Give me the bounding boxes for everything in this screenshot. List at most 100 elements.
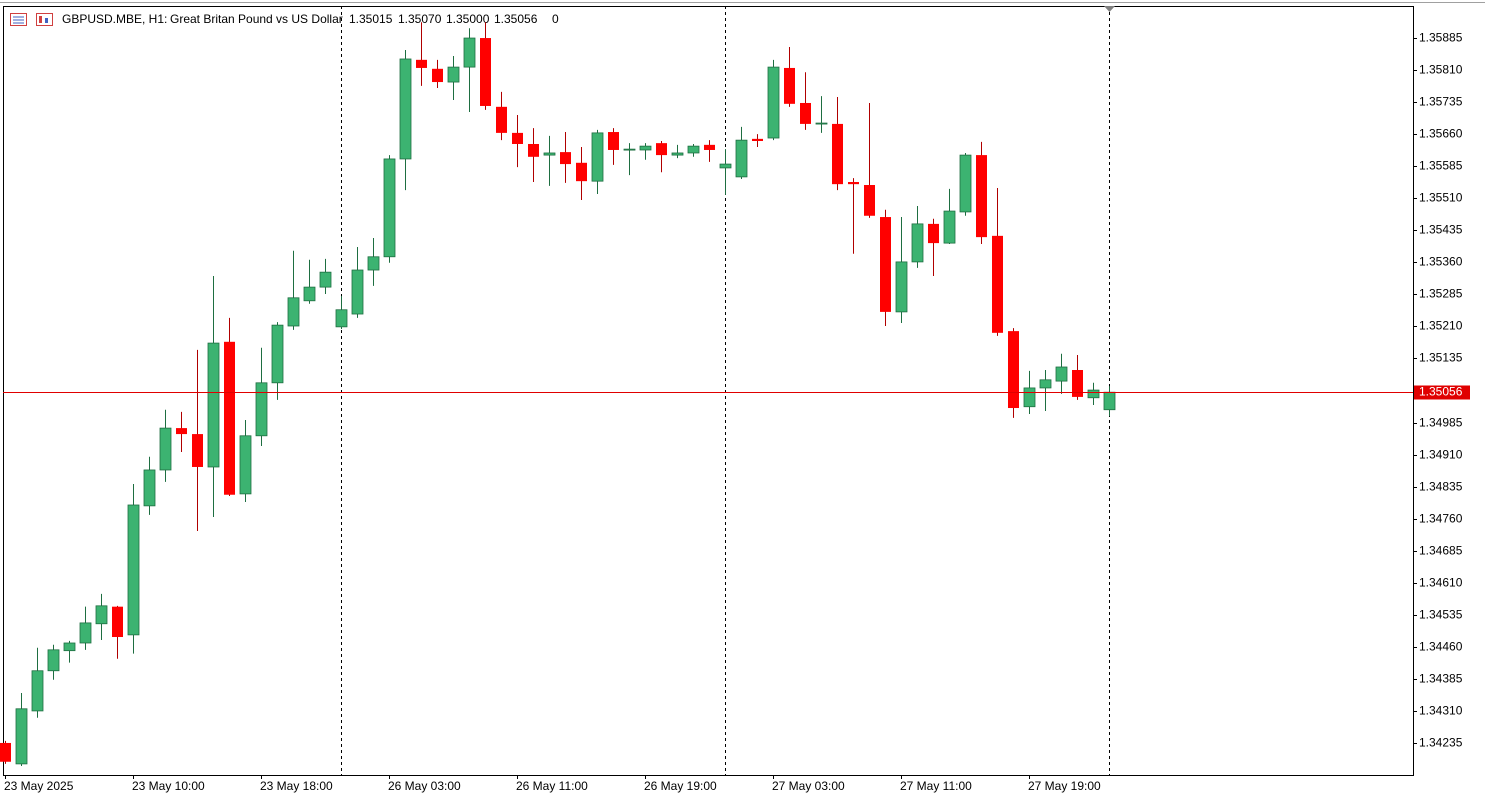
y-tick-label: 1.34685 — [1419, 544, 1463, 558]
candle-body — [543, 152, 556, 156]
candle-body — [943, 210, 956, 244]
candle-body — [784, 67, 795, 104]
candle-body — [112, 606, 123, 638]
candle-body — [1072, 369, 1083, 397]
x-tick-label: 23 May 10:00 — [132, 779, 205, 793]
candle-body — [800, 102, 811, 124]
candle-body — [864, 185, 875, 216]
y-tick-label: 1.35660 — [1419, 127, 1463, 141]
candle-body — [399, 58, 412, 160]
candle-body — [735, 139, 748, 178]
candle-body — [528, 143, 539, 157]
candle-body — [959, 154, 972, 213]
candle-body — [1087, 389, 1100, 399]
y-tick-label: 1.34910 — [1419, 448, 1463, 462]
candle-body — [704, 144, 715, 150]
candle-body — [447, 66, 460, 83]
y-tick-label: 1.34310 — [1419, 704, 1463, 718]
candle-body — [1008, 331, 1019, 409]
x-tick-label: 27 May 03:00 — [772, 779, 845, 793]
plot-frame — [3, 6, 1414, 776]
candle-body — [367, 256, 380, 271]
candle-body — [351, 269, 364, 315]
candle-body — [848, 182, 859, 185]
candle-body — [656, 143, 667, 156]
chart-subtitle: Great Britan Pound vs US Dollar — [170, 12, 343, 26]
symbol-icon — [10, 13, 53, 26]
candle-body — [335, 309, 348, 328]
shift-marker — [1104, 6, 1115, 12]
candle-body — [911, 223, 924, 263]
y-tick-label: 1.34385 — [1419, 672, 1463, 686]
quote-open: 1.35015 — [349, 12, 393, 26]
x-tick-label: 27 May 19:00 — [1028, 779, 1101, 793]
candle-body — [480, 38, 491, 106]
y-tick-label: 1.34985 — [1419, 416, 1463, 430]
quote-low: 1.35000 — [446, 12, 490, 26]
y-tick-label: 1.35810 — [1419, 63, 1463, 77]
y-tick-label: 1.34835 — [1419, 480, 1463, 494]
candle-body — [255, 382, 268, 437]
candle-body — [976, 155, 987, 238]
candle-body — [767, 66, 780, 139]
candle-body — [287, 297, 300, 327]
y-tick-label: 1.34460 — [1419, 640, 1463, 654]
candle-body — [992, 235, 1003, 333]
candle-body — [416, 59, 427, 68]
header: GBPUSD.MBE, H1: Great Britan Pound vs US… — [62, 12, 559, 26]
x-tick-label: 26 May 19:00 — [644, 779, 717, 793]
candle-body — [639, 145, 652, 151]
candle-body — [1103, 391, 1116, 411]
y-tick-label: 1.35135 — [1419, 351, 1463, 365]
y-tick-label: 1.35885 — [1419, 31, 1463, 45]
last-price-label: 1.35056 — [1419, 385, 1463, 399]
candle-body — [192, 434, 203, 467]
y-tick-label: 1.34760 — [1419, 512, 1463, 526]
candle-body — [463, 37, 476, 68]
candle-body — [319, 271, 332, 288]
candle-body — [560, 152, 571, 165]
candle-body — [79, 622, 92, 644]
candle-body — [127, 504, 140, 636]
candle-body — [719, 163, 732, 169]
candle-body — [687, 145, 700, 154]
candle-body — [63, 642, 76, 652]
candle-body — [608, 132, 619, 150]
quote-high: 1.35070 — [398, 12, 442, 26]
candle-body — [271, 324, 284, 384]
candle-body — [432, 68, 443, 83]
candle-body — [15, 708, 28, 765]
candle-body — [224, 341, 235, 495]
candle-body — [159, 427, 172, 471]
x-tick-label: 23 May 18:00 — [260, 779, 333, 793]
quote-spread: 0 — [552, 12, 559, 26]
candle-body — [31, 670, 44, 712]
last-price-box — [1414, 385, 1470, 400]
y-tick-label: 1.35510 — [1419, 191, 1463, 205]
x-tick-label: 26 May 03:00 — [388, 779, 461, 793]
candle-body — [143, 469, 156, 507]
candle-body — [895, 261, 908, 313]
candle-body — [1039, 379, 1052, 389]
candle-body — [47, 649, 60, 672]
candle-body — [176, 428, 187, 435]
candle-body — [303, 286, 316, 302]
candle-body — [591, 132, 604, 182]
candle-body — [496, 106, 507, 133]
candle-body — [239, 435, 252, 495]
candle-body — [623, 148, 636, 151]
y-tick-label: 1.35285 — [1419, 287, 1463, 301]
quote-close: 1.35056 — [494, 12, 538, 26]
y-tick-label: 1.34535 — [1419, 608, 1463, 622]
candle-body — [95, 605, 108, 625]
y-tick-label: 1.35210 — [1419, 319, 1463, 333]
candle-body — [576, 162, 587, 182]
y-tick-label: 1.34610 — [1419, 576, 1463, 590]
y-tick-label: 1.35360 — [1419, 255, 1463, 269]
candle-body — [1055, 366, 1068, 382]
y-tick-label: 1.35435 — [1419, 223, 1463, 237]
candle-body — [752, 138, 763, 142]
